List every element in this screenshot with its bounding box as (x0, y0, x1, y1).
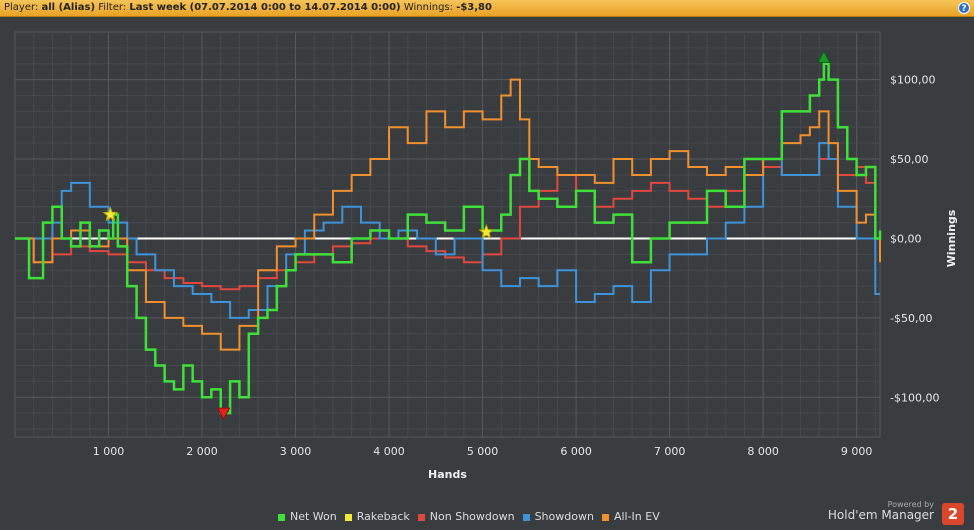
y-tick-label: $0,00 (890, 232, 922, 245)
legend-label: Non Showdown (429, 510, 515, 523)
player-label: Player: (4, 2, 39, 13)
x-tick-label: 1 000 (93, 445, 125, 458)
legend-item-all-in-ev[interactable]: All-In EV (601, 510, 660, 523)
powered-by-label: Powered by (887, 500, 934, 509)
filter-value: Last week (07.07.2014 0:00 to 14.07.2014… (129, 2, 401, 13)
x-axis-label: Hands (428, 468, 467, 481)
legend-swatch (344, 513, 352, 521)
y-axis-label: Winnings (945, 209, 958, 267)
y-tick-label: -$50,00 (890, 312, 932, 325)
legend-swatch (278, 513, 285, 521)
legend-label: Net Won (290, 510, 337, 523)
legend-swatch (601, 513, 609, 521)
legend-label: All-In EV (613, 510, 660, 523)
legend-label: Showdown (534, 510, 594, 523)
legend-item-showdown[interactable]: Showdown (522, 510, 594, 523)
legend-item-non-showdown[interactable]: Non Showdown (417, 510, 515, 523)
filter-label: Filter: (98, 2, 127, 13)
legend-swatch (417, 513, 425, 521)
series-line-net-won (15, 62, 882, 415)
x-tick-label: 6 000 (560, 445, 592, 458)
x-tick-label: 2 000 (186, 445, 218, 458)
max-marker (817, 50, 831, 63)
x-tick-label: 5 000 (467, 445, 499, 458)
rakeback-star-marker (478, 223, 495, 239)
legend-item-net-won[interactable]: Net Won (278, 510, 337, 523)
x-tick-label: 8 000 (747, 445, 779, 458)
legend-item-rakeback[interactable]: Rakeback (344, 510, 410, 523)
help-icon[interactable]: ? (958, 2, 970, 14)
winnings-value: -$3,80 (456, 2, 492, 13)
x-tick-label: 7 000 (654, 445, 686, 458)
y-tick-label: $50,00 (890, 153, 929, 166)
hm2-logo-icon: 2 (942, 503, 964, 525)
rakeback-star-marker (102, 206, 119, 222)
legend: Net Won Rakeback Non Showdown Showdown All-I… (278, 510, 668, 523)
winnings-label: Winnings: (403, 2, 453, 13)
x-tick-label: 4 000 (373, 445, 405, 458)
legend-swatch (522, 513, 530, 521)
min-marker (216, 407, 231, 421)
series-line-non-showdown (15, 158, 876, 291)
winnings-chart: 1 000 2 000 3 000 4 000 5 000 6 000 7 000 8 000… (14, 31, 958, 481)
x-tick-label: 3 000 (280, 445, 312, 458)
series-line-showdown (15, 142, 880, 319)
series-line-all-in-ev (15, 78, 881, 351)
legend-label: Rakeback (356, 510, 410, 523)
header-bar: Player: all (Alias) Filter: Last week (0… (0, 0, 974, 17)
x-tick-label: 9 000 (841, 445, 873, 458)
y-tick-label: $100,00 (890, 74, 936, 87)
y-tick-label: -$100,00 (890, 391, 939, 404)
plot-area (14, 31, 881, 438)
brand-label: Hold'em Manager (827, 508, 934, 522)
player-value: all (Alias) (41, 2, 96, 13)
